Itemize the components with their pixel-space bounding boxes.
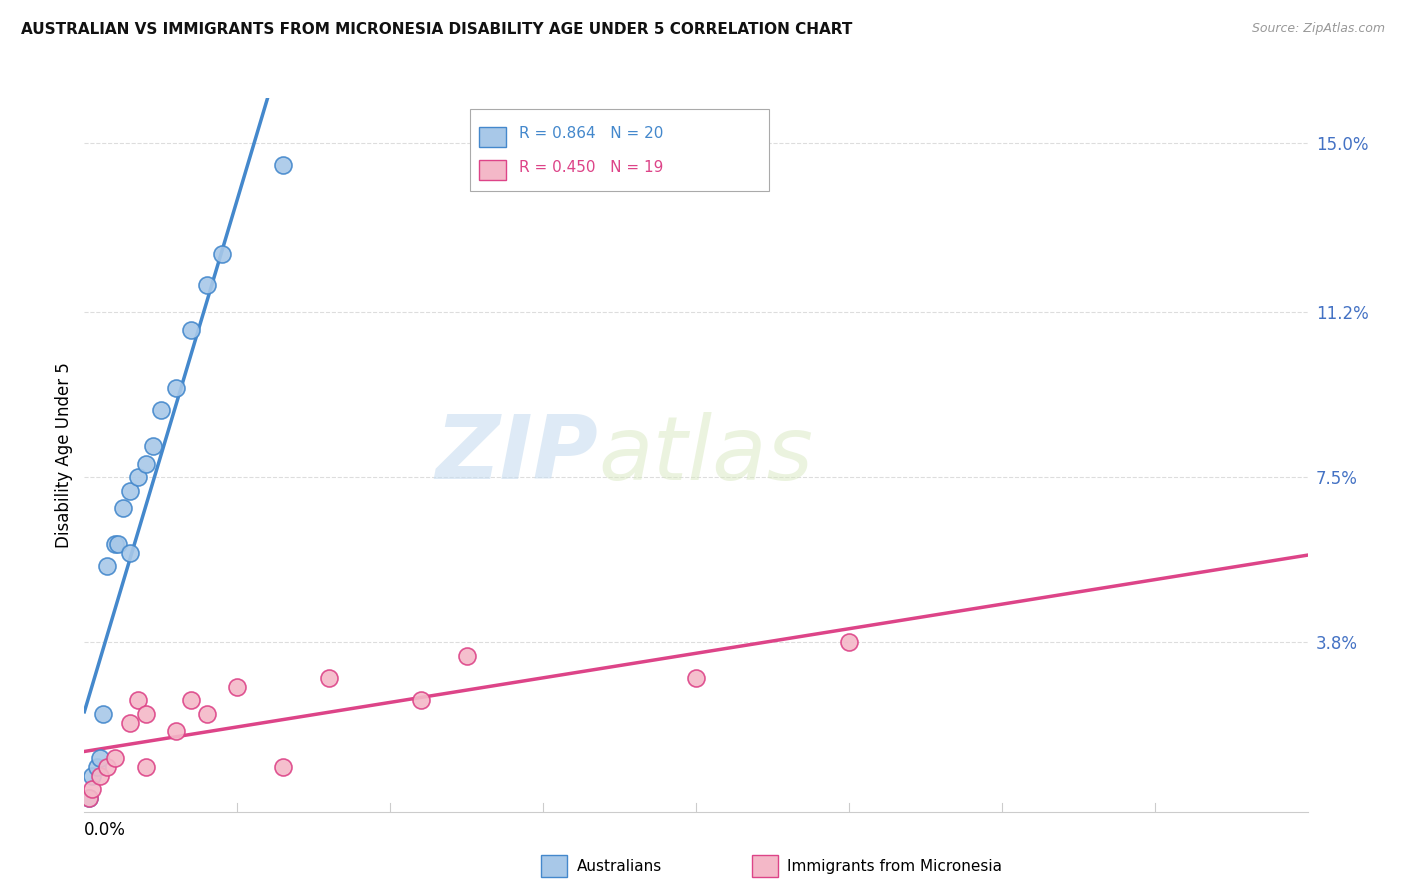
- Bar: [470, 109, 769, 191]
- Point: [318, 671, 340, 685]
- Point: [120, 483, 142, 498]
- FancyBboxPatch shape: [479, 127, 506, 146]
- Text: R = 0.450   N = 19: R = 0.450 N = 19: [519, 160, 664, 175]
- Point: [120, 715, 142, 730]
- Point: [685, 671, 707, 685]
- Text: ZIP: ZIP: [436, 411, 598, 499]
- Point: [77, 791, 100, 805]
- Point: [107, 537, 129, 551]
- Point: [165, 381, 187, 395]
- Point: [180, 693, 202, 707]
- Point: [456, 648, 478, 663]
- Point: [120, 546, 142, 560]
- Point: [80, 769, 103, 783]
- Point: [135, 457, 157, 471]
- Point: [271, 158, 294, 172]
- Point: [149, 403, 172, 417]
- Point: [80, 782, 103, 797]
- Point: [271, 760, 294, 774]
- Point: [104, 751, 127, 765]
- Point: [111, 501, 134, 516]
- Point: [180, 323, 202, 337]
- Point: [226, 680, 249, 694]
- Text: Source: ZipAtlas.com: Source: ZipAtlas.com: [1251, 22, 1385, 36]
- Point: [838, 635, 860, 649]
- Text: 0.0%: 0.0%: [84, 821, 127, 839]
- Point: [195, 706, 218, 721]
- Point: [91, 706, 114, 721]
- Text: AUSTRALIAN VS IMMIGRANTS FROM MICRONESIA DISABILITY AGE UNDER 5 CORRELATION CHAR: AUSTRALIAN VS IMMIGRANTS FROM MICRONESIA…: [21, 22, 852, 37]
- Text: atlas: atlas: [598, 412, 813, 498]
- Text: Australians: Australians: [576, 859, 662, 873]
- Point: [127, 470, 149, 484]
- Y-axis label: Disability Age Under 5: Disability Age Under 5: [55, 362, 73, 548]
- Point: [96, 559, 118, 574]
- Text: R = 0.864   N = 20: R = 0.864 N = 20: [519, 127, 664, 141]
- FancyBboxPatch shape: [479, 161, 506, 180]
- Point: [104, 537, 127, 551]
- Point: [142, 439, 165, 453]
- Point: [77, 791, 100, 805]
- Point: [127, 693, 149, 707]
- Point: [135, 706, 157, 721]
- Point: [86, 760, 108, 774]
- Point: [89, 751, 111, 765]
- Point: [135, 760, 157, 774]
- Point: [409, 693, 432, 707]
- Point: [89, 769, 111, 783]
- Text: Immigrants from Micronesia: Immigrants from Micronesia: [787, 859, 1002, 873]
- Point: [195, 278, 218, 293]
- Point: [96, 760, 118, 774]
- Point: [165, 724, 187, 739]
- Point: [211, 247, 233, 261]
